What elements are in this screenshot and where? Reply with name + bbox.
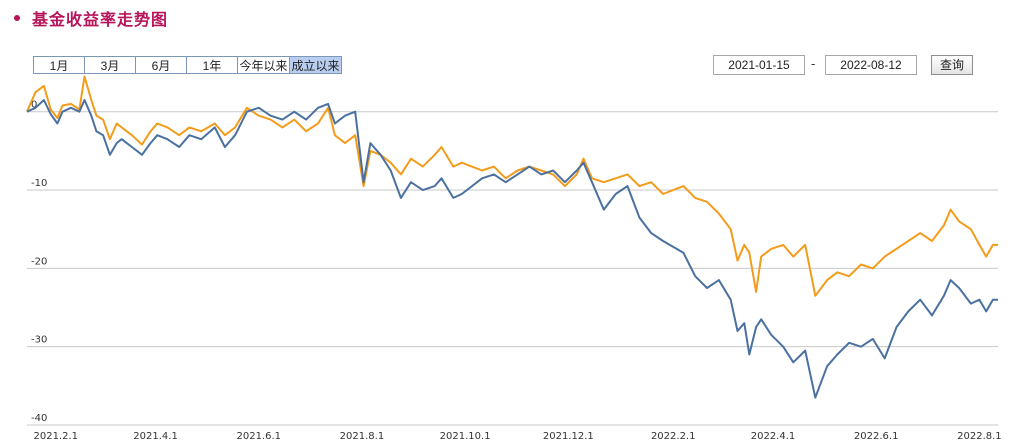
date-separator: - (811, 57, 816, 71)
x-tick-label: 2022.2.1 (651, 431, 696, 442)
page-title: 基金收益率走势图 (32, 10, 169, 29)
y-tick-label: 0 (31, 100, 37, 111)
title-row: 基金收益率走势图 (14, 6, 168, 30)
tab-since-inception[interactable]: 成立以来 (289, 56, 342, 74)
tab-1-month[interactable]: 1月 (33, 56, 85, 74)
query-button[interactable]: 查询 (931, 55, 973, 75)
x-tick-label: 2021.2.1 (33, 431, 78, 442)
y-tick-label: -20 (31, 256, 47, 267)
x-tick-label: 2022.6.1 (854, 431, 899, 442)
x-axis-ticks: 2021.2.1 2021.4.1 2021.6.1 2021.8.1 2021.10.… (33, 431, 1001, 442)
x-tick-label: 2021.4.1 (133, 431, 178, 442)
range-tabs: 1月 3月 6月 1年 今年以来 成立以来 (33, 56, 342, 74)
x-tick-label: 2021.10.1 (440, 431, 491, 442)
y-tick-label: -10 (31, 178, 47, 189)
x-tick-label: 2021.6.1 (236, 431, 281, 442)
x-tick-label: 2022.8.1 (957, 431, 1002, 442)
y-tick-label: -30 (31, 335, 47, 346)
grid-lines (27, 111, 998, 426)
series-lines (26, 75, 998, 399)
y-axis-ticks: 0 -10 -20 -30 -40 (31, 100, 47, 424)
tab-3-months[interactable]: 3月 (84, 56, 136, 74)
series-line-1 (26, 75, 998, 297)
x-tick-label: 2022.4.1 (751, 431, 796, 442)
x-tick-label: 2021.12.1 (543, 431, 594, 442)
x-tick-label: 2021.8.1 (340, 431, 385, 442)
y-tick-label: -40 (31, 413, 47, 424)
start-date-input[interactable] (713, 55, 805, 75)
bullet-icon (14, 15, 20, 21)
end-date-input[interactable] (825, 55, 917, 75)
series-line-2 (26, 99, 998, 399)
